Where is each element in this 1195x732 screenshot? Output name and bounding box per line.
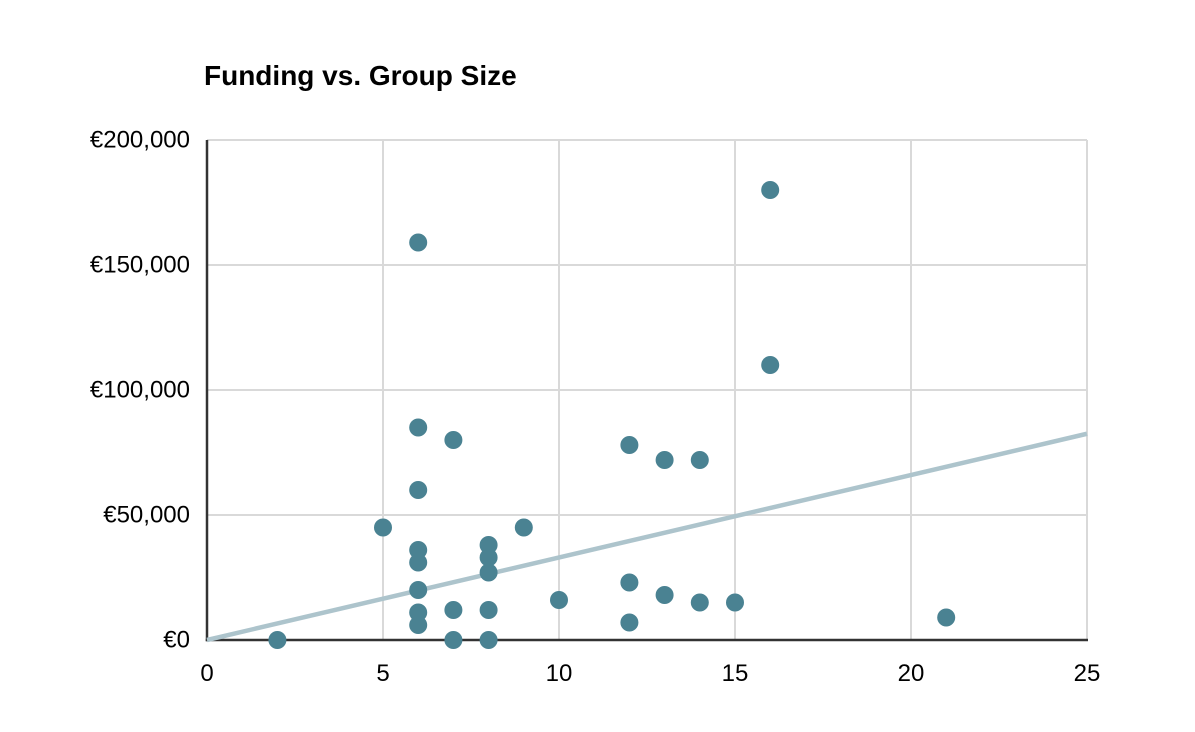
data-point (690, 593, 709, 612)
x-tick-label: 20 (898, 660, 925, 687)
x-tick-label: 5 (376, 660, 389, 687)
trend-line (206, 431, 1088, 643)
data-point (726, 593, 744, 612)
data-point (620, 573, 639, 592)
data-point (409, 233, 428, 252)
data-point (268, 631, 287, 649)
data-point (514, 518, 533, 537)
y-tick-label: €150,000 (90, 252, 190, 279)
x-axis-labels: 0 5 10 15 20 25 (200, 660, 1100, 687)
data-point (409, 553, 428, 572)
data-point (937, 608, 956, 627)
data-point (409, 481, 428, 499)
data-point (409, 603, 428, 622)
x-tick-label: 0 (200, 660, 213, 687)
data-point (444, 601, 463, 619)
data-point (690, 451, 709, 469)
x-tick-label: 25 (1074, 660, 1101, 687)
data-point (409, 418, 428, 437)
y-tick-label: €0 (163, 627, 190, 654)
data-point (374, 518, 392, 537)
data-point (409, 541, 428, 559)
chart-title: Funding vs. Group Size (204, 60, 517, 91)
data-point (444, 431, 463, 449)
data-point (479, 563, 498, 582)
x-tick-label: 15 (722, 660, 749, 687)
data-point (479, 601, 498, 619)
axes (205, 140, 1088, 642)
data-point (550, 591, 568, 609)
data-point (479, 548, 498, 567)
data-points (268, 181, 956, 649)
data-point (761, 181, 780, 199)
y-tick-label: €200,000 (90, 127, 190, 154)
data-point (655, 586, 674, 604)
data-point (620, 613, 639, 632)
data-point (479, 536, 498, 554)
data-point (620, 436, 639, 454)
data-point (761, 356, 780, 374)
gridlines (207, 139, 1088, 640)
y-axis-labels: €0 €50,000 €100,000 €150,000 €200,000 (90, 127, 190, 654)
data-point (444, 631, 463, 649)
data-point (655, 451, 674, 469)
y-tick-label: €100,000 (90, 377, 190, 404)
y-tick-label: €50,000 (103, 502, 190, 529)
x-tick-label: 10 (546, 660, 573, 687)
data-point (409, 616, 428, 634)
data-point (409, 581, 428, 599)
data-point (479, 631, 498, 649)
